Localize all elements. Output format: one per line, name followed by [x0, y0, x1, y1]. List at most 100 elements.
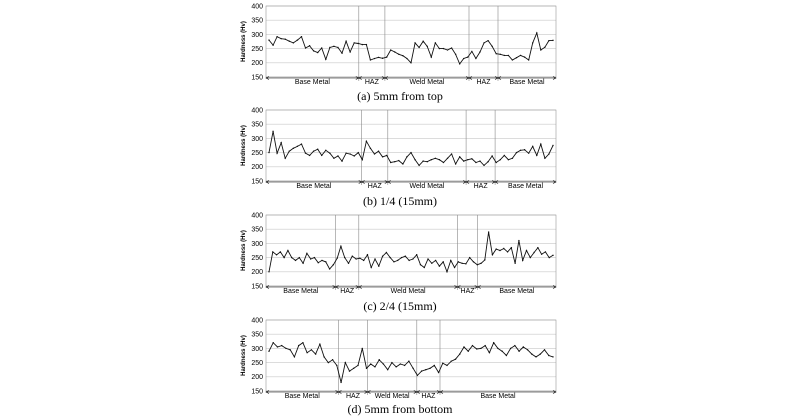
data-point [300, 143, 303, 145]
zone-arrowhead [366, 390, 371, 394]
data-point [390, 161, 392, 164]
data-point [499, 53, 501, 55]
data-point [537, 246, 539, 249]
data-point [412, 258, 414, 260]
data-point [507, 159, 510, 161]
data-point [446, 271, 448, 273]
data-point [378, 265, 380, 267]
data-point [272, 251, 274, 253]
data-point [336, 257, 338, 259]
data-point [309, 258, 312, 260]
data-point [523, 149, 526, 151]
data-point [479, 160, 481, 162]
data-point [418, 164, 420, 167]
data-point [427, 258, 429, 260]
data-point [404, 255, 407, 257]
data-point [495, 161, 497, 164]
data-point [302, 342, 304, 344]
data-point [492, 342, 495, 344]
data-point [515, 56, 518, 59]
data-point [321, 47, 323, 49]
data-point [292, 147, 295, 150]
data-point [454, 358, 457, 360]
data-point [522, 259, 524, 262]
data-point [430, 159, 432, 161]
data-point [458, 156, 461, 158]
y-tick-label: 400 [251, 107, 263, 114]
data-point [378, 359, 380, 361]
data-point [385, 56, 388, 58]
data-point [471, 344, 474, 347]
data-point [519, 149, 522, 152]
data-point [373, 57, 376, 60]
data-point [422, 40, 424, 42]
data-point [434, 259, 437, 262]
data-point [287, 249, 289, 252]
data-point [319, 343, 321, 345]
data-point [465, 263, 467, 265]
data-point [304, 47, 307, 49]
data-point [340, 245, 342, 247]
data-point [296, 145, 299, 148]
data-point [390, 49, 392, 51]
data-point [284, 157, 286, 159]
zone-label: HAZ [421, 393, 436, 400]
data-point [523, 56, 526, 58]
data-point [552, 144, 554, 147]
data-point [540, 143, 542, 145]
data-point [552, 254, 554, 257]
data-point [437, 371, 440, 374]
y-tick-label: 350 [251, 332, 263, 339]
data-point [495, 53, 497, 55]
y-tick-label: 350 [251, 122, 263, 129]
data-point [357, 151, 359, 154]
data-point [544, 251, 547, 253]
data-point [365, 140, 368, 142]
data-point [344, 256, 346, 259]
data-point [442, 47, 445, 50]
data-point [361, 43, 364, 46]
data-point [325, 149, 327, 152]
y-tick-label: 150 [251, 74, 263, 81]
data-point [429, 367, 431, 369]
data-point [488, 351, 491, 354]
data-point [268, 271, 270, 273]
panel-b: 150 200 250 300 350 400 Base Metal HAZ Weld Meta… [241, 107, 557, 208]
zone-arrowhead [552, 285, 557, 289]
data-point [280, 37, 282, 40]
data-point [552, 356, 554, 358]
zone-arrowhead [387, 180, 391, 184]
data-point [431, 262, 433, 264]
y-tick-label: 200 [251, 164, 263, 171]
zone-arrowhead [468, 76, 473, 80]
data-point [288, 150, 290, 152]
data-point [457, 261, 460, 263]
data-point [394, 160, 396, 163]
data-point [499, 249, 501, 252]
plot-frame [265, 109, 557, 182]
data-point [402, 163, 404, 165]
data-point [395, 366, 397, 368]
data-point [351, 255, 354, 257]
data-point [480, 262, 482, 264]
data-point [471, 158, 473, 160]
data-point [341, 160, 343, 162]
data-point [527, 152, 530, 154]
data-point [446, 49, 449, 51]
data-point [468, 256, 471, 259]
zone-arrowhead [358, 285, 362, 289]
data-point [423, 266, 425, 269]
data-point [461, 262, 463, 264]
data-point [543, 349, 546, 351]
y-tick-label: 400 [251, 3, 263, 10]
data-point [450, 360, 452, 362]
data-point [381, 156, 384, 158]
data-point [406, 57, 408, 60]
data-point [511, 59, 514, 61]
data-point [419, 264, 422, 266]
data-point [454, 163, 457, 165]
data-point [310, 349, 313, 351]
data-point [353, 155, 355, 157]
data-point [272, 44, 274, 46]
data-point [333, 157, 335, 159]
